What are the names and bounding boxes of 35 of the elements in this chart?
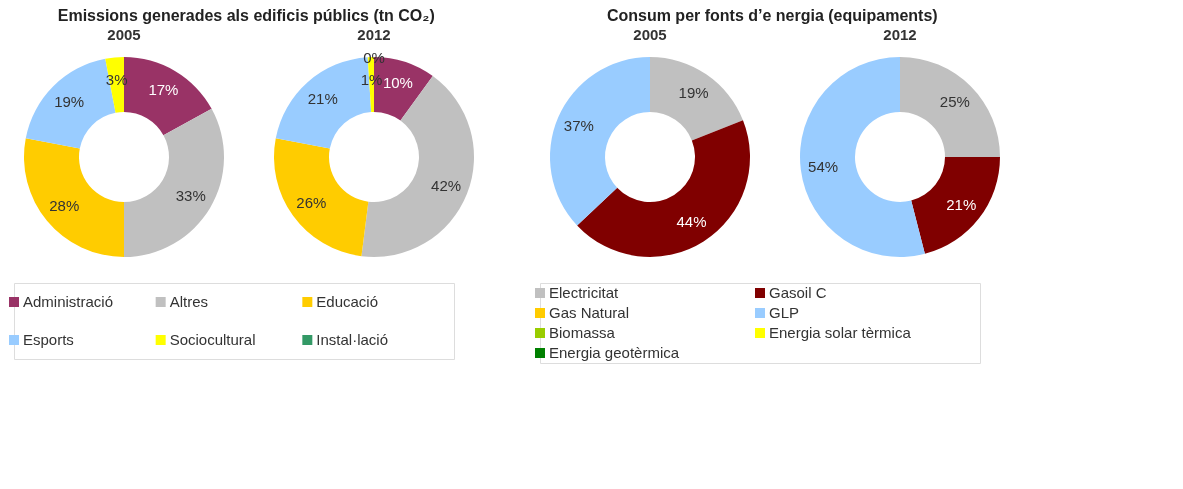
data-label: 44% [676, 213, 707, 231]
legend-label: Administració [23, 293, 114, 310]
legend-label: Esports [23, 331, 74, 348]
data-label: 33% [175, 187, 206, 205]
legend-label: Gas Natural [549, 304, 630, 321]
legend-label: Energia solar tèrmica [769, 324, 912, 341]
legend-label: GLP [769, 304, 800, 321]
data-label: 17% [148, 81, 179, 99]
legend-label: Gasoil C [769, 284, 827, 301]
data-label: 25% [939, 93, 970, 111]
slice-label: 2005 [107, 26, 141, 43]
data-label: 10% [382, 74, 413, 92]
slice-label: 2012 [357, 26, 391, 43]
legend-label: Electricitat [549, 284, 620, 301]
data-label: 37% [563, 117, 594, 135]
data-label: 21% [946, 195, 977, 213]
chart-title: Consum per fonts d’e nergia (equipaments) [606, 7, 938, 24]
legend-label: Biomassa [549, 324, 616, 341]
data-label: 19% [678, 83, 709, 101]
data-label: 28% [49, 197, 80, 215]
data-label: 26% [296, 193, 327, 211]
chart-title: Emissions generades als edificis públics (tn CO₂) [57, 7, 435, 24]
data-label: 42% [431, 176, 462, 194]
legend-label: Educació [316, 293, 379, 310]
legend-label: Sociocultural [169, 331, 256, 348]
data-label: 19% [54, 93, 85, 111]
data-label: 54% [808, 157, 839, 175]
slice-label: 2005 [633, 26, 667, 43]
data-label: 1% [360, 70, 383, 88]
legend-label: Energia geotèrmica [549, 344, 680, 361]
data-label: 21% [307, 89, 338, 107]
slice-label: 2012 [883, 26, 917, 43]
legend-label: Altres [169, 293, 209, 310]
legend-label: Instal·lació [316, 331, 389, 348]
text: 0% [363, 48, 385, 66]
